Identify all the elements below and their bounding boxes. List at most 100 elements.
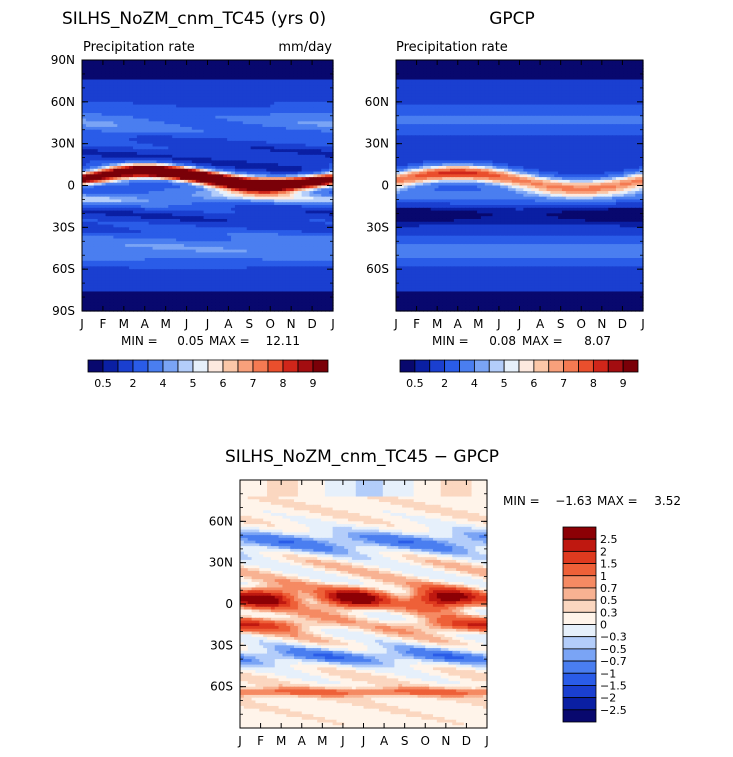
heat-cell [227,140,232,145]
heat-cell [266,143,271,148]
heat-cell [152,104,158,109]
heat-cell [250,99,256,103]
heat-cell [293,71,299,75]
heat-cell [85,146,91,150]
heat-cell [113,112,118,117]
heat-cell [219,152,224,156]
heat-cell [148,112,154,117]
heat-cell [246,129,252,134]
heat-cell [242,87,248,92]
heat-cell [195,129,201,134]
heat-cell [148,71,154,75]
heat-cell [211,149,216,153]
heat-cell [285,121,291,125]
heat-cell [266,93,271,97]
heat-cell [85,149,91,153]
heat-cell [215,110,220,114]
heat-cell [250,174,256,178]
heat-cell [297,154,303,159]
heat-cell [203,87,209,92]
heat-cell [293,168,299,173]
heat-cell [274,157,279,161]
heat-cell [195,87,201,92]
heat-cell [246,160,252,164]
heat-cell [97,90,103,95]
heat-cell [132,140,138,145]
heat-cell [211,143,216,148]
heat-cell [168,154,173,159]
heat-cell [329,115,334,120]
heat-cell [289,160,295,164]
heat-cell [301,60,307,64]
heat-cell [254,126,260,131]
heat-cell [238,82,244,86]
heat-cell [160,79,165,83]
heat-cell [180,177,185,181]
heat-cell [293,79,299,83]
heat-cell [285,132,291,136]
heat-cell [254,110,260,114]
heat-cell [254,174,260,178]
heat-cell [109,107,114,111]
heat-cell [199,96,205,100]
heat-cell [317,138,322,142]
heat-cell [156,124,162,128]
heat-cell [144,62,150,67]
heat-cell [144,174,150,178]
heat-cell [164,99,169,103]
heat-cell [325,129,330,134]
heat-cell [219,168,224,173]
heat-cell [297,76,303,81]
heat-cell [156,146,162,150]
heat-cell [234,179,240,184]
heat-cell [293,146,299,150]
heat-cell [136,177,142,181]
heat-cell [168,101,173,106]
heat-cell [109,177,114,181]
heat-cell [227,168,232,173]
heat-cell [321,104,326,109]
heat-cell [121,90,126,95]
heat-cell [113,179,118,184]
heat-cell [223,112,228,117]
heat-cell [274,93,279,97]
heat-cell [285,82,291,86]
heat-cell [140,157,146,161]
heat-cell [329,174,334,178]
heat-cell [180,138,185,142]
heat-cell [187,93,193,97]
heat-cell [148,60,154,64]
heat-cell [250,163,256,167]
heat-cell [148,165,154,170]
heat-cell [238,174,244,178]
heat-cell [191,132,197,136]
heat-cell [191,79,197,83]
heat-cell [238,90,244,95]
heat-cell [187,174,193,178]
heat-cell [313,71,318,75]
heat-cell [105,107,111,111]
heat-cell [238,152,244,156]
heat-cell [187,87,193,92]
heat-cell [89,110,95,114]
heat-cell [148,163,154,167]
heat-cell [117,96,122,100]
heat-cell [317,146,322,150]
heat-cell [223,90,228,95]
heat-cell [160,135,165,139]
heat-cell [168,87,173,92]
heat-cell [113,93,118,97]
heat-cell [183,160,189,164]
heat-cell [105,163,111,167]
heat-cell [325,132,330,136]
heat-cell [317,82,322,86]
heat-cell [266,140,271,145]
heat-cell [183,87,189,92]
heat-cell [168,171,173,175]
heat-cell [317,126,322,131]
heat-cell [246,118,252,122]
heat-cell [289,152,295,156]
heat-cell [109,171,114,175]
heat-cell [215,65,220,69]
heat-cell [227,62,232,67]
